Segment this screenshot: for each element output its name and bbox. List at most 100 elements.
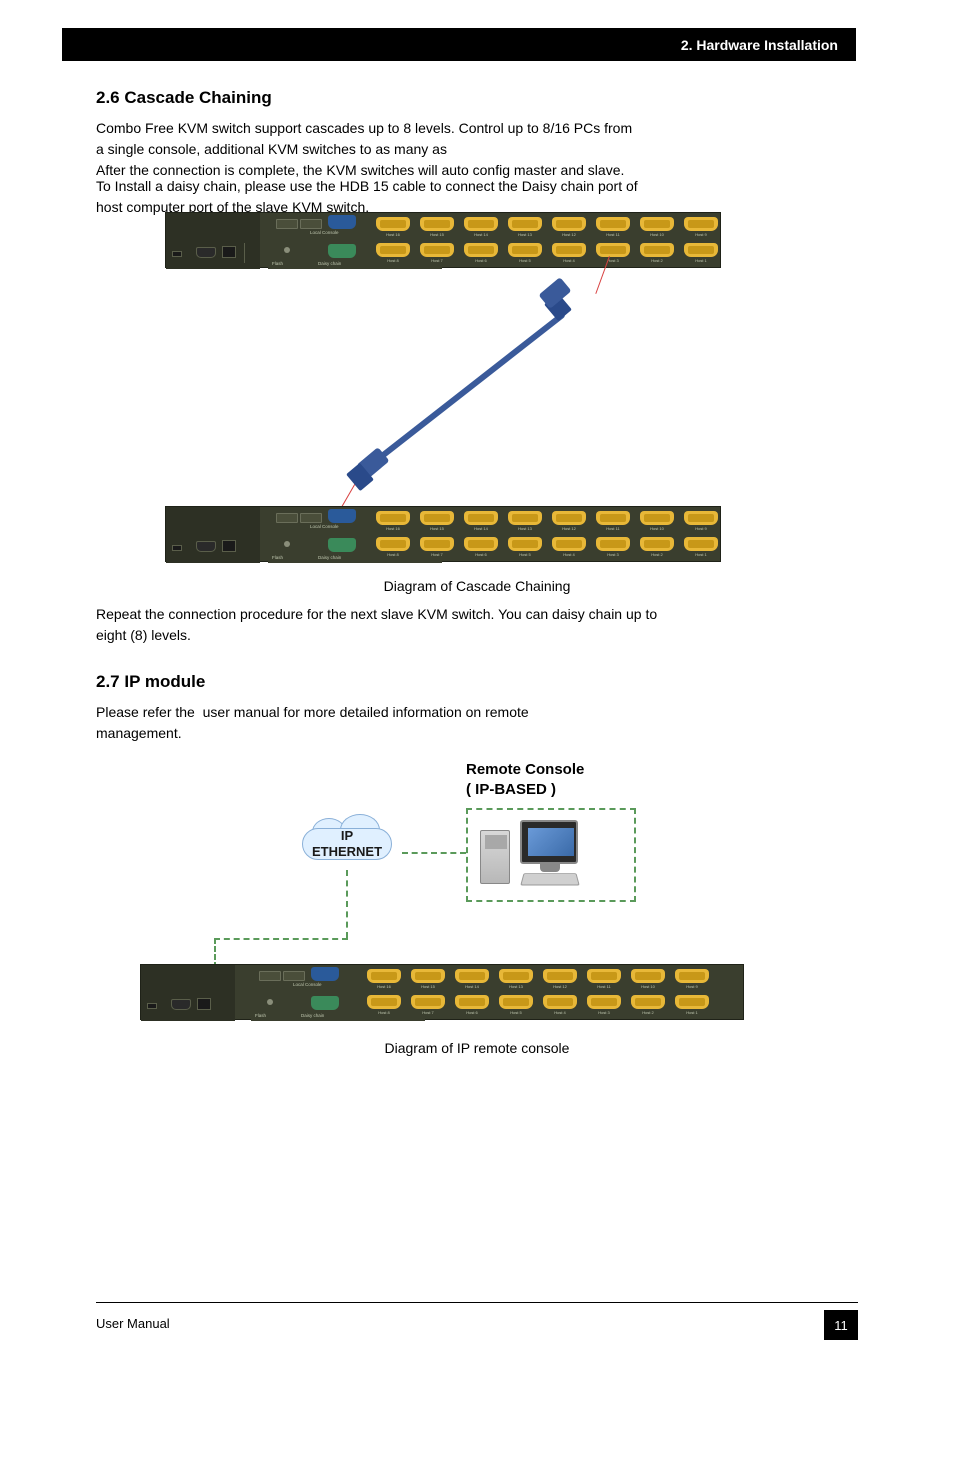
hdb15-cable-icon	[365, 311, 566, 470]
vga-port-icon	[508, 243, 542, 257]
host-port: Host 10	[638, 217, 676, 237]
vga-port-icon	[640, 243, 674, 257]
host-port: Host 2	[629, 995, 667, 1015]
host-port: Host 7	[409, 995, 447, 1015]
vga-port-icon	[543, 969, 577, 983]
vga-port-icon	[684, 243, 718, 257]
kvm-left-panel	[166, 507, 260, 563]
local-label: Local Console	[293, 982, 322, 987]
page-root: 2. Hardware Installation 2.6 Cascade Cha…	[0, 0, 954, 1475]
port-row-bottom: Host 8 Host 7 Host 6 Host 5 Host 4 Host …	[374, 243, 720, 263]
footer-text: User Manual	[96, 1316, 170, 1331]
vga-port-icon	[411, 969, 445, 983]
daisy-chain-vga-icon	[311, 996, 339, 1010]
vga-port-icon	[499, 995, 533, 1009]
vga-port-icon	[508, 217, 542, 231]
host-port: Host 15	[409, 969, 447, 989]
vga-port-icon	[587, 969, 621, 983]
host-port: Host 7	[418, 243, 456, 263]
host-port: Host 8	[374, 537, 412, 557]
chapter-header-bar: 2. Hardware Installation	[62, 28, 856, 61]
host-port: Host 4	[550, 537, 588, 557]
host-port: Host 6	[453, 995, 491, 1015]
host-port: Host 6	[462, 537, 500, 557]
section-2-7-title: 2.7 IP module	[96, 672, 205, 692]
section1-sub-1: Repeat the connection procedure for the …	[96, 606, 657, 622]
host-port: Host 16	[374, 217, 412, 237]
daisy-label: Daisy chain	[301, 1013, 324, 1018]
vga-port-icon	[420, 537, 454, 551]
host-port: Host 7	[418, 537, 456, 557]
daisy-chain-vga-icon	[328, 538, 356, 552]
ip-ethernet-cloud: IP ETHERNET	[292, 818, 402, 878]
host-port: Host 14	[453, 969, 491, 989]
dashed-link-icon	[214, 938, 348, 940]
section1-sub: Repeat the connection procedure for the …	[96, 604, 858, 646]
divider	[244, 243, 256, 263]
kvm-host-ports: Host 16 Host 15 Host 14 Host 13 Host 12 …	[365, 965, 873, 1021]
host-port: Host 2	[638, 243, 676, 263]
flash-label: Flash	[255, 1013, 266, 1018]
host-port: Host 14	[462, 511, 500, 531]
kvm-host-ports: Host 16 Host 15 Host 14 Host 13 Host 12 …	[374, 507, 882, 563]
host-port: Host 6	[462, 243, 500, 263]
kvm-left-panel	[166, 213, 260, 269]
flash-label: Flash	[272, 261, 283, 266]
chapter-title: 2. Hardware Installation	[681, 37, 838, 53]
host-port: Host 10	[629, 969, 667, 989]
vga-port-icon	[640, 537, 674, 551]
section1-intro-2: a single console, additional KVM switche…	[96, 141, 447, 157]
usb-ports	[276, 513, 322, 523]
vga-port-icon	[631, 969, 665, 983]
vga-port-icon	[684, 511, 718, 525]
section2-line3: management.	[96, 725, 182, 741]
vga-port-icon	[508, 537, 542, 551]
host-port: Host 5	[497, 995, 535, 1015]
usb-ports	[276, 219, 322, 229]
host-port: Host 11	[594, 511, 632, 531]
host-port: Host 4	[550, 243, 588, 263]
host-port: Host 8	[374, 243, 412, 263]
section1-intro-1: Combo Free KVM switch support cascades u…	[96, 120, 632, 136]
port-row-bottom: Host 8 Host 7 Host 6 Host 5 Host 4 Host …	[365, 995, 711, 1015]
remote-title-line1: Remote Console	[466, 761, 584, 778]
vga-port-icon	[587, 995, 621, 1009]
cloud-label-ethernet: ETHERNET	[292, 844, 402, 859]
vga-port-icon	[420, 217, 454, 231]
pc-monitor-icon	[520, 820, 578, 864]
host-port: Host 14	[462, 217, 500, 237]
host-port: Host 16	[374, 511, 412, 531]
host-port: Host 8	[365, 995, 403, 1015]
ip-diagram: Remote Console ( IP-BASED ) IP ETHERNET	[140, 760, 744, 1030]
host-port: Host 5	[506, 243, 544, 263]
vga-port-icon	[596, 217, 630, 231]
vga-port-icon	[420, 243, 454, 257]
section1-cascade-1: To Install a daisy chain, please use the…	[96, 178, 638, 194]
host-port: Host 4	[541, 995, 579, 1015]
vga-port-icon	[376, 217, 410, 231]
kvm-host-ports: Host 16 Host 15 Host 14 Host 13 Host 12 …	[374, 213, 882, 269]
kvm-slave: Flash Daisy chain Local Console Host 16 …	[165, 506, 721, 562]
host-port: Host 11	[585, 969, 623, 989]
usb-port-icon	[283, 971, 305, 981]
host-port: Host 1	[673, 995, 711, 1015]
kvm-left-panel	[141, 965, 235, 1021]
host-port: Host 1	[682, 537, 720, 557]
cascade-caption: Diagram of Cascade Chaining	[0, 578, 954, 594]
vga-port-icon	[376, 243, 410, 257]
vga-port-icon	[464, 243, 498, 257]
local-console-vga-icon	[311, 967, 339, 981]
cloud-label-ip: IP	[292, 828, 402, 843]
serial-port-icon	[171, 999, 191, 1010]
vga-port-icon	[596, 537, 630, 551]
serial-port-icon	[196, 247, 216, 258]
vga-port-icon	[631, 995, 665, 1009]
mini-port-icon	[172, 545, 182, 551]
local-label: Local Console	[310, 230, 339, 235]
vga-port-icon	[675, 969, 709, 983]
vga-port-icon	[411, 995, 445, 1009]
vga-port-icon	[552, 511, 586, 525]
host-port: Host 3	[594, 243, 632, 263]
section2-line1: Please refer the	[96, 704, 195, 720]
led-icon	[284, 541, 290, 547]
